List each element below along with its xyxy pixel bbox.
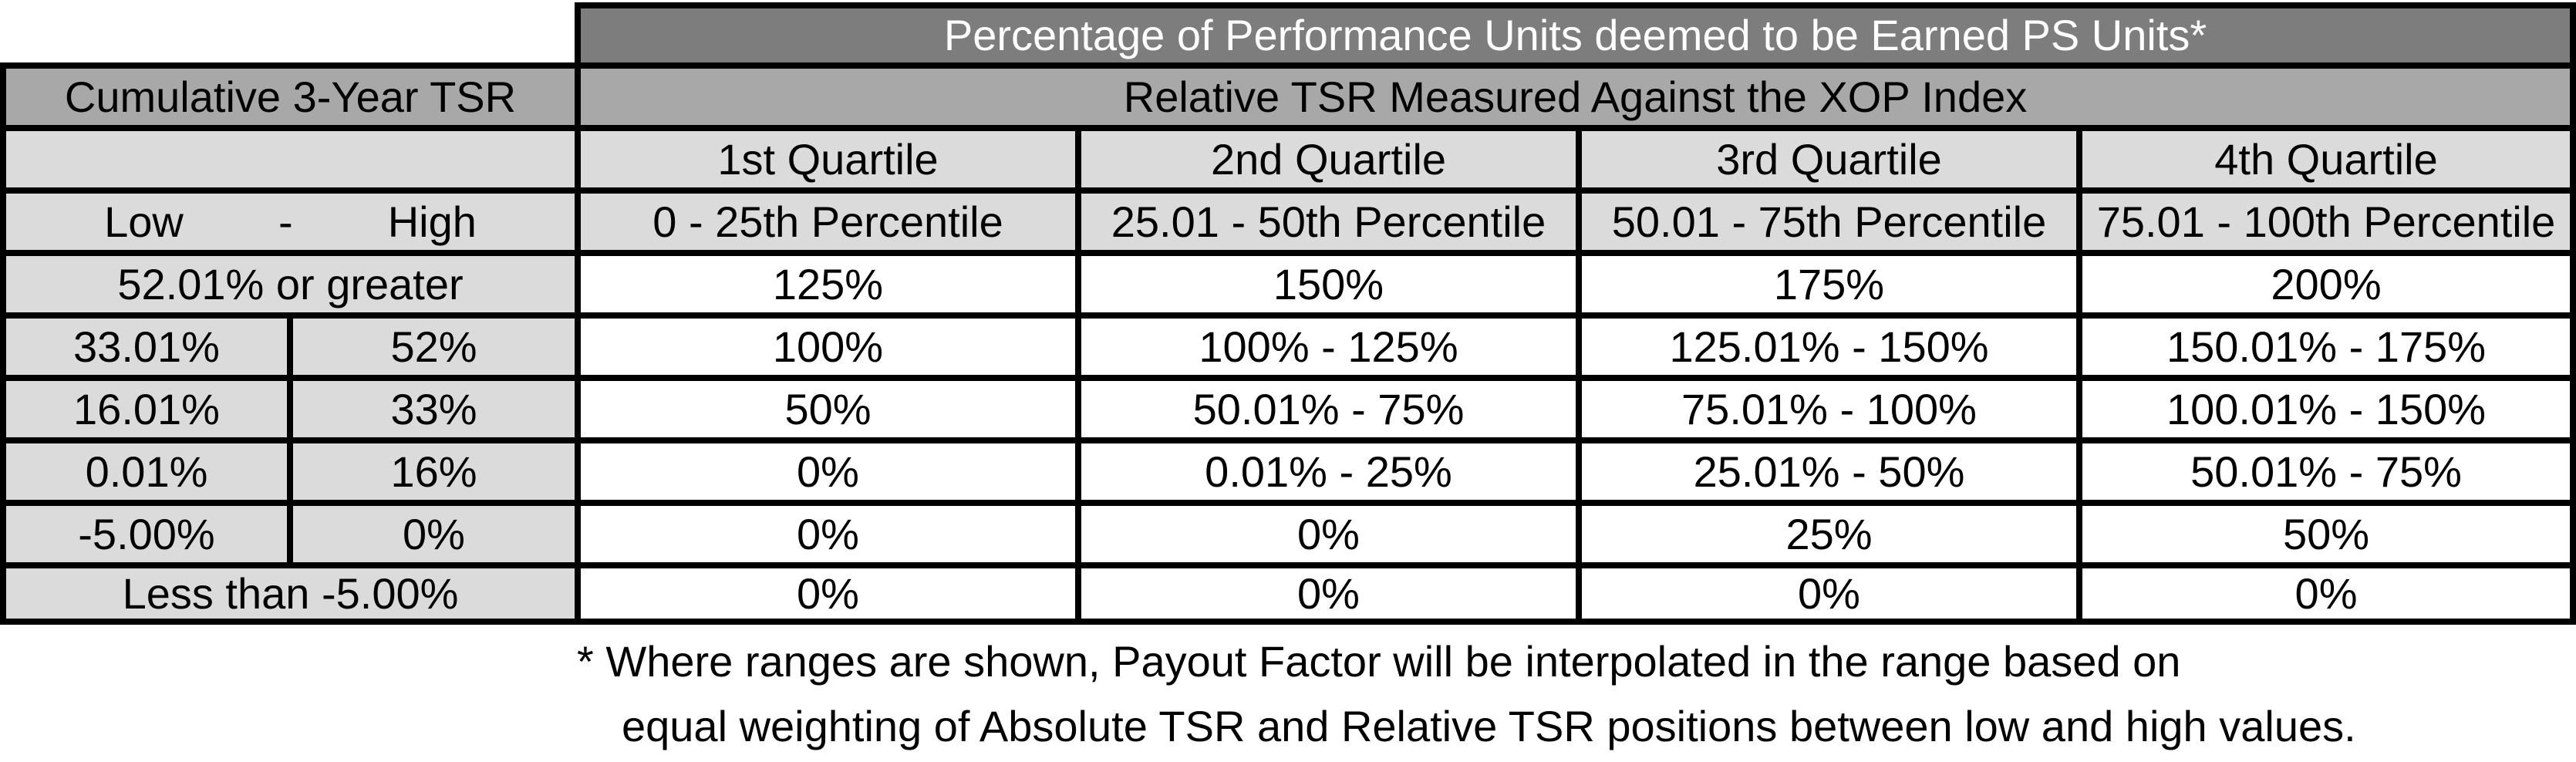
- payout-value-cell: 150.01% - 175%: [2076, 312, 2576, 375]
- payout-value-cell: 0%: [575, 500, 1075, 562]
- tsr-low-label: 33.01%: [0, 312, 287, 375]
- payout-value-cell: 0%: [575, 437, 1075, 500]
- data-row: 33.01% 52% 100% 100% - 125% 125.01% - 15…: [0, 312, 2576, 375]
- data-row: -5.00% 0% 0% 0% 25% 50%: [0, 500, 2576, 562]
- low-high-header: Low - High: [0, 187, 575, 250]
- header-relative-tsr: Relative TSR Measured Against the XOP In…: [575, 62, 2576, 125]
- payout-value-cell: 200%: [2076, 250, 2576, 312]
- tsr-high-label: 16%: [287, 437, 575, 500]
- payout-value-cell: 0%: [1075, 562, 1576, 625]
- low-label: Low: [104, 197, 184, 246]
- tsr-low-label: 16.01%: [0, 375, 287, 437]
- payout-value-cell: 0%: [1576, 562, 2076, 625]
- low-high-dash: -: [278, 197, 293, 246]
- subheader-row: Cumulative 3-Year TSR Relative TSR Measu…: [0, 62, 2576, 125]
- empty-cell: [0, 125, 575, 187]
- percentile-header-row: Low - High 0 - 25th Percentile 25.01 - 5…: [0, 187, 2576, 250]
- table-title: Percentage of Performance Units deemed t…: [575, 2, 2576, 62]
- quartile-header-2: 2nd Quartile: [1075, 125, 1576, 187]
- payout-value-cell: 125%: [575, 250, 1075, 312]
- high-label: High: [387, 197, 477, 246]
- payout-value-cell: 100%: [575, 312, 1075, 375]
- header-cumulative-tsr: Cumulative 3-Year TSR: [0, 62, 575, 125]
- data-row: 16.01% 33% 50% 50.01% - 75% 75.01% - 100…: [0, 375, 2576, 437]
- payout-value-cell: 25.01% - 50%: [1576, 437, 2076, 500]
- payout-value-cell: 25%: [1576, 500, 2076, 562]
- data-row: 52.01% or greater 125% 150% 175% 200%: [0, 250, 2576, 312]
- quartile-header-3: 3rd Quartile: [1576, 125, 2076, 187]
- payout-value-cell: 50.01% - 75%: [2076, 437, 2576, 500]
- payout-value-cell: 50%: [575, 375, 1075, 437]
- title-row: Percentage of Performance Units deemed t…: [0, 2, 2576, 62]
- payout-value-cell: 0.01% - 25%: [1075, 437, 1576, 500]
- payout-value-cell: 0%: [2076, 562, 2576, 625]
- payout-value-cell: 0%: [1075, 500, 1576, 562]
- payout-value-cell: 50%: [2076, 500, 2576, 562]
- percentile-header-1: 0 - 25th Percentile: [575, 187, 1075, 250]
- tsr-high-label: 0%: [287, 500, 575, 562]
- payout-value-cell: 125.01% - 150%: [1576, 312, 2076, 375]
- percentile-header-3: 50.01 - 75th Percentile: [1576, 187, 2076, 250]
- payout-value-cell: 50.01% - 75%: [1075, 375, 1576, 437]
- payout-value-cell: 0%: [575, 562, 1075, 625]
- percentile-header-4: 75.01 - 100th Percentile: [2076, 187, 2576, 250]
- tsr-high-label: 33%: [287, 375, 575, 437]
- payout-matrix-table: Percentage of Performance Units deemed t…: [0, 2, 2576, 625]
- tsr-range-label: 52.01% or greater: [0, 250, 575, 312]
- payout-value-cell: 75.01% - 100%: [1576, 375, 2076, 437]
- quartile-header-row: 1st Quartile 2nd Quartile 3rd Quartile 4…: [0, 125, 2576, 187]
- payout-value-cell: 100% - 125%: [1075, 312, 1576, 375]
- footnote-line-1: * Where ranges are shown, Payout Factor …: [577, 637, 2181, 686]
- data-row: 0.01% 16% 0% 0.01% - 25% 25.01% - 50% 50…: [0, 437, 2576, 500]
- payout-value-cell: 175%: [1576, 250, 2076, 312]
- tsr-high-label: 52%: [287, 312, 575, 375]
- footnote: * Where ranges are shown, Payout Factor …: [577, 637, 2576, 752]
- data-row: Less than -5.00% 0% 0% 0% 0%: [0, 562, 2576, 625]
- footnote-line-2: equal weighting of Absolute TSR and Rela…: [622, 702, 2356, 751]
- quartile-header-4: 4th Quartile: [2076, 125, 2576, 187]
- tsr-low-label: -5.00%: [0, 500, 287, 562]
- empty-corner-cell: [0, 2, 575, 62]
- tsr-low-label: 0.01%: [0, 437, 287, 500]
- tsr-range-label: Less than -5.00%: [0, 562, 575, 625]
- quartile-header-1: 1st Quartile: [575, 125, 1075, 187]
- payout-value-cell: 150%: [1075, 250, 1576, 312]
- percentile-header-2: 25.01 - 50th Percentile: [1075, 187, 1576, 250]
- payout-value-cell: 100.01% - 150%: [2076, 375, 2576, 437]
